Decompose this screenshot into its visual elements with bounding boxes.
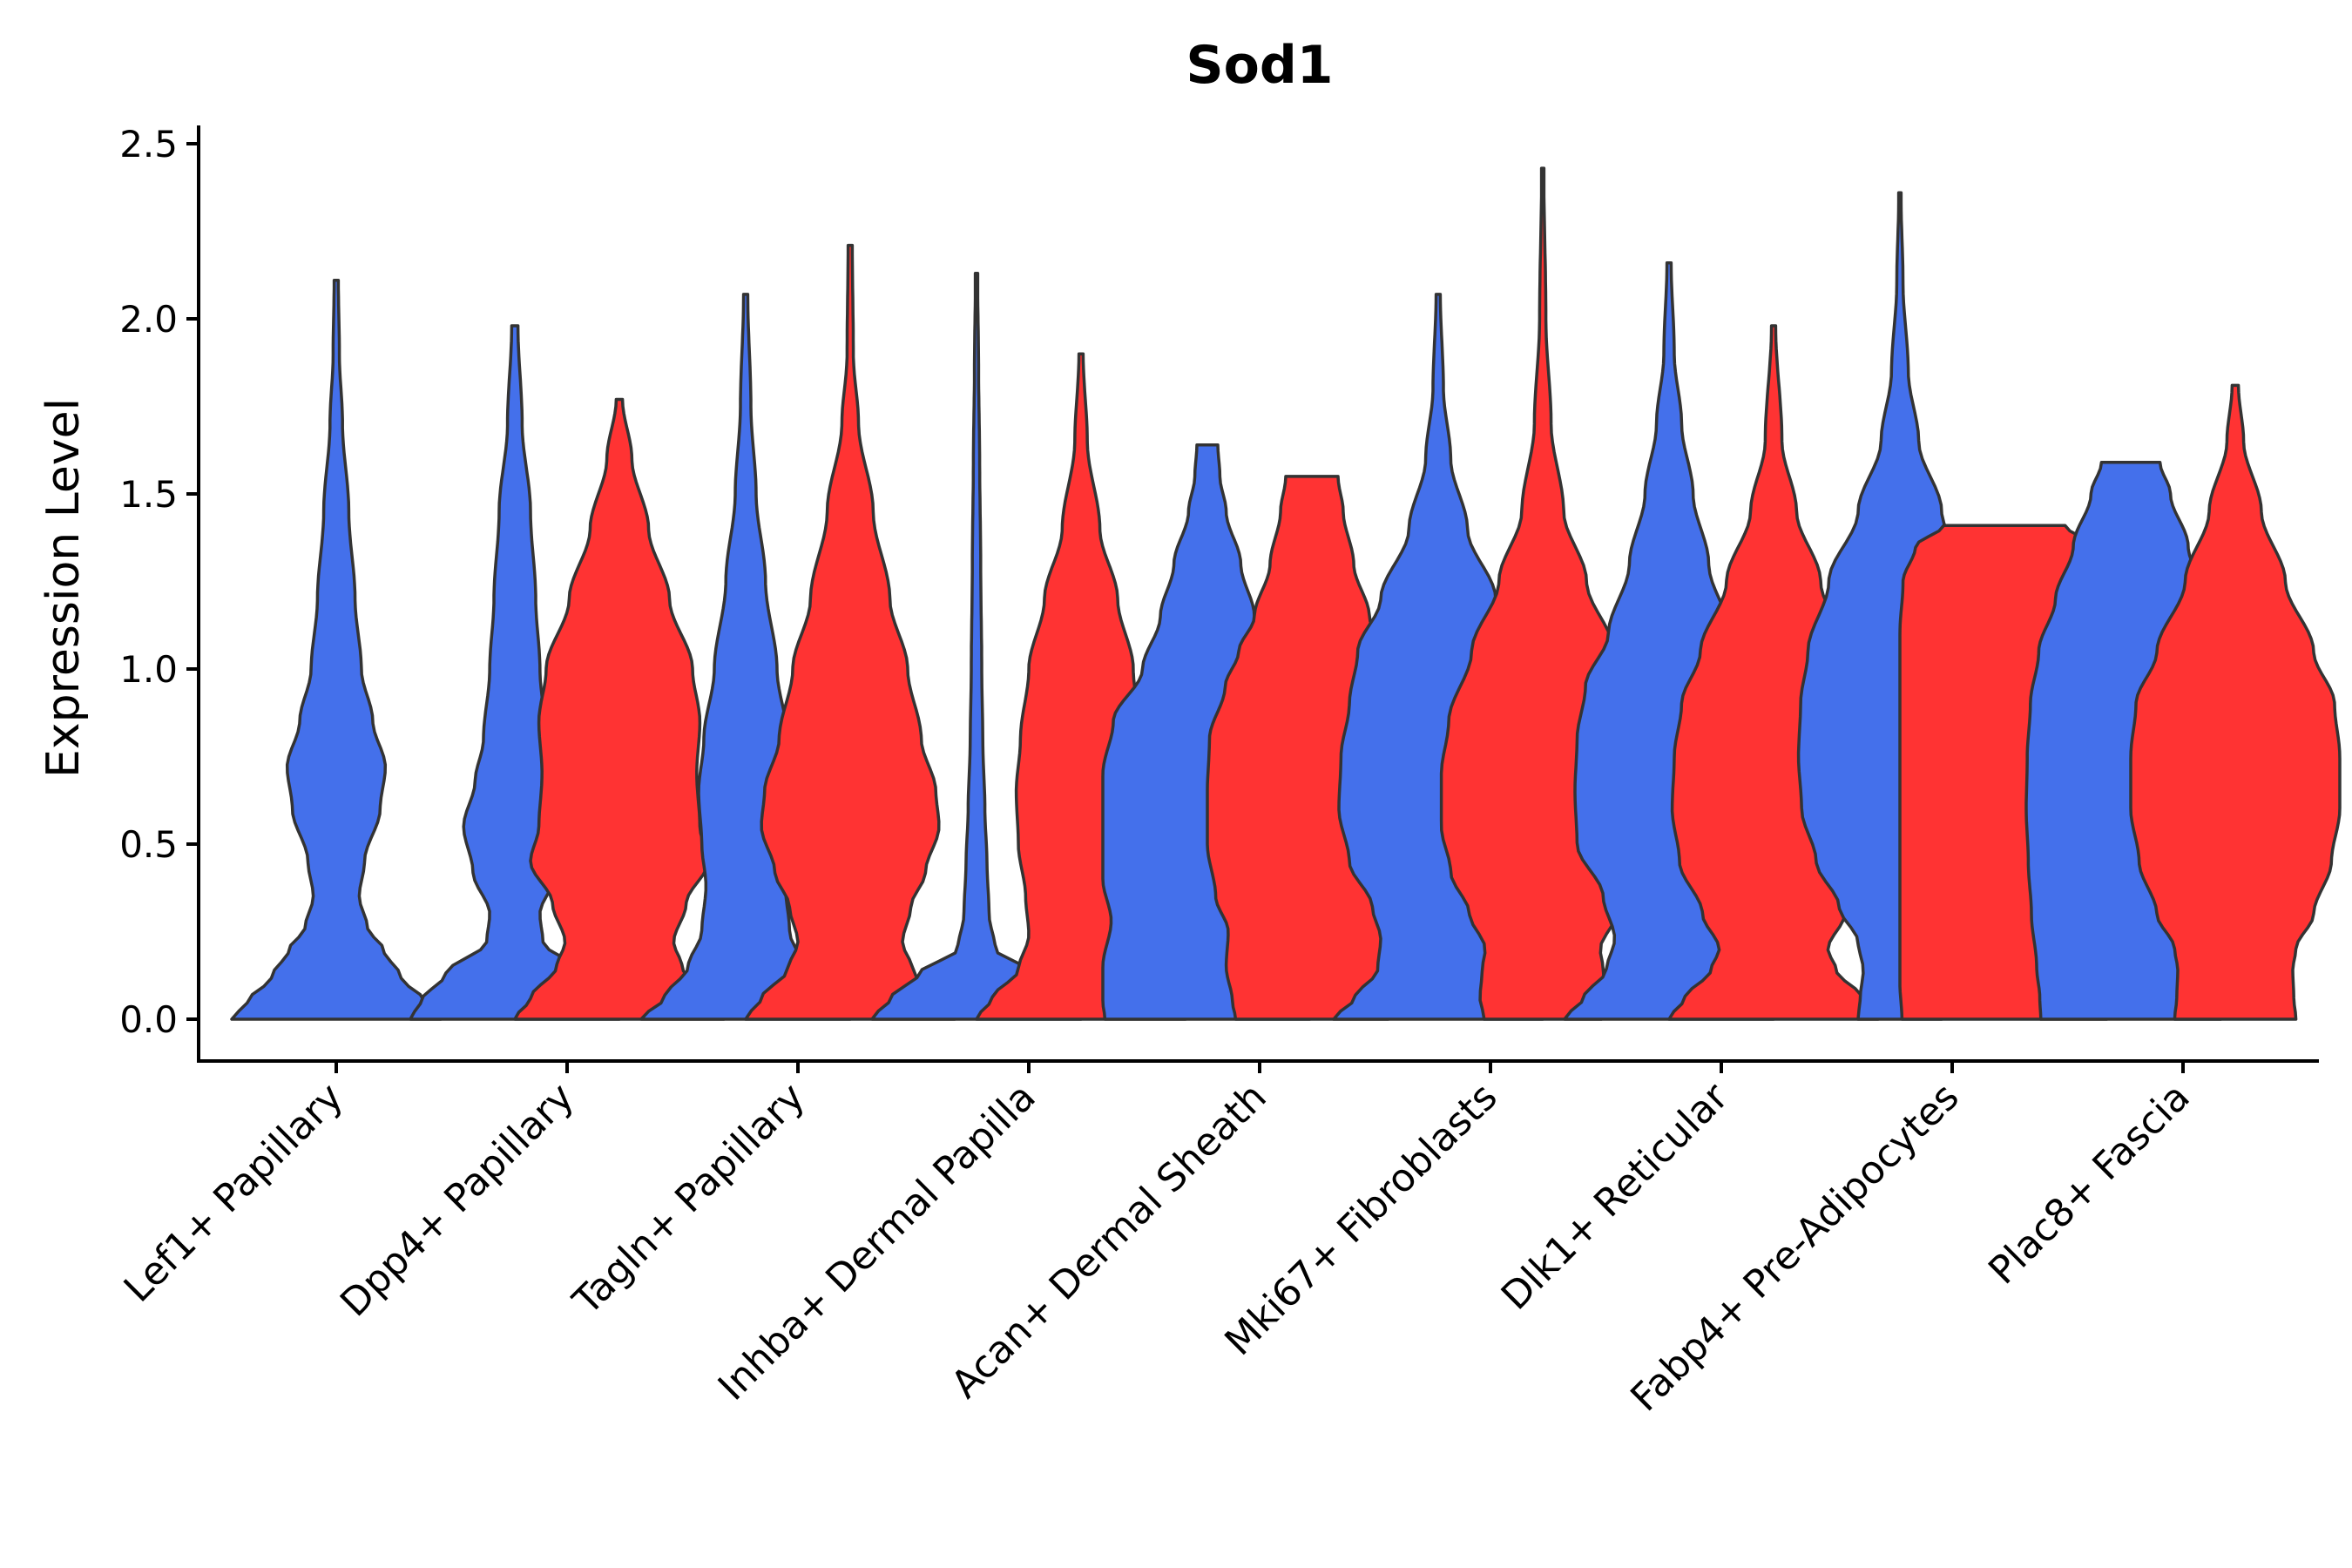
chart-title: Sod1 (1186, 35, 1333, 96)
y-axis-ticks: 0.0 0.5 1.0 1.5 2.0 2.5 (119, 123, 199, 1041)
violin-red (744, 243, 956, 1021)
violin-blue (230, 279, 443, 1021)
x-tick-label: Tagln+ Papillary (564, 1075, 814, 1324)
y-tick-label: 0.0 (119, 998, 178, 1041)
x-tick-label: Dpp4+ Papillary (332, 1075, 583, 1326)
y-axis-label: Expression Level (37, 398, 90, 778)
x-tick-label: Dlk1+ Reticular (1493, 1074, 1738, 1319)
x-tick-label: Plac8+ Fascia (1980, 1075, 2199, 1294)
violin-red (513, 397, 726, 1021)
violin-group (230, 166, 2342, 1021)
y-tick-label: 2.5 (119, 123, 178, 166)
y-tick-label: 1.0 (119, 648, 178, 691)
x-tick-label: Lef1+ Papillary (116, 1075, 352, 1311)
y-tick-label: 1.5 (119, 473, 178, 516)
y-tick-label: 0.5 (119, 823, 178, 866)
violin-red (2129, 383, 2342, 1021)
violin-blue (870, 271, 1083, 1021)
y-tick-label: 2.0 (119, 298, 178, 341)
